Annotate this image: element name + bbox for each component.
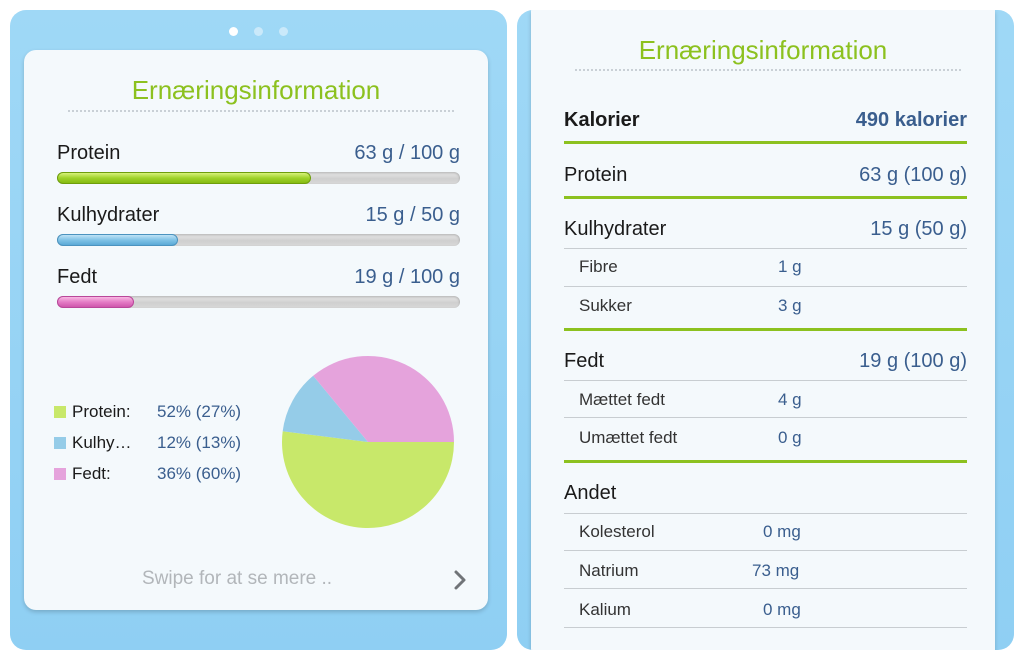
protein-progress-fill (57, 172, 311, 184)
macronutrient-pie-chart (282, 356, 454, 528)
row-divider (564, 286, 967, 287)
legend-name: Kulhy… (72, 433, 132, 452)
legend-item-protein: Protein: 52% (27%) (54, 400, 274, 424)
sugar-value: 3 g (778, 296, 802, 315)
fiber-label: Fibre (579, 257, 618, 276)
unsaturated-fat-row: Umættet fedt 0 g (564, 428, 967, 466)
carbs-progress-fill (57, 234, 178, 246)
swipe-hint: Swipe for at se mere .. (142, 568, 333, 589)
saturated-fat-label: Mættet fedt (579, 390, 665, 409)
row-divider (564, 248, 967, 249)
fat-label: Fedt (564, 350, 605, 372)
protein-label: Protein (57, 142, 121, 164)
fat-row: Fedt 19 g (100 g) (564, 350, 967, 386)
page-dot-3[interactable] (279, 27, 288, 36)
cholesterol-label: Kolesterol (579, 522, 655, 541)
sodium-value: 73 mg (752, 561, 800, 580)
carbs-label: Kulhydrater (57, 204, 160, 226)
carbs-row: Kulhydrater 15 g (50 g) (564, 218, 967, 254)
title-divider (68, 110, 454, 112)
card-title: Ernæringsinformation (131, 75, 381, 105)
carbs-value: 15 g (50 g) (870, 218, 967, 240)
section-divider (564, 328, 967, 331)
legend-percent: 36% (60%) (157, 464, 242, 483)
fiber-value: 1 g (778, 257, 802, 276)
sodium-label: Natrium (579, 561, 639, 580)
protein-value: 63 g / 100 g (354, 142, 460, 164)
fat-value: 19 g (100 g) (859, 350, 967, 372)
protein-value: 63 g (100 g) (859, 164, 967, 186)
legend-swatch-fat (54, 468, 66, 480)
calories-value: 490 kalorier (855, 109, 967, 131)
row-divider (564, 588, 967, 589)
fat-bar-row: Fedt 19 g / 100 g (57, 266, 460, 308)
sugar-label: Sukker (579, 296, 632, 315)
nutrition-detail-panel: Ernæringsinformation Kalorier 490 kalori… (517, 10, 1014, 650)
legend-swatch-carbs (54, 437, 66, 449)
legend-item-carbs: Kulhy… 12% (13%) (54, 431, 274, 455)
carbs-progress-track (57, 234, 460, 246)
cholesterol-value: 0 mg (763, 522, 801, 541)
protein-progress-track (57, 172, 460, 184)
row-divider (564, 550, 967, 551)
fiber-row: Fibre 1 g (564, 257, 967, 295)
legend-swatch-protein (54, 406, 66, 418)
unsaturated-fat-label: Umættet fedt (579, 428, 678, 447)
potassium-row: Kalium 0 mg (564, 600, 967, 638)
potassium-label: Kalium (579, 600, 631, 619)
nutrition-card[interactable]: Ernæringsinformation Protein 63 g / 100 … (24, 50, 488, 610)
page-dot-1[interactable] (229, 27, 238, 36)
page-dot-2[interactable] (254, 27, 263, 36)
row-divider (564, 627, 967, 628)
calories-row: Kalorier 490 kalorier (564, 109, 967, 145)
pie-slice-fedt (313, 356, 454, 442)
legend-name: Fedt: (72, 464, 111, 483)
nutrition-detail-sheet[interactable]: Ernæringsinformation Kalorier 490 kalori… (531, 10, 995, 650)
other-row: Andet (564, 482, 967, 518)
carbs-label: Kulhydrater (564, 218, 667, 240)
fat-progress-fill (57, 296, 134, 308)
sugar-row: Sukker 3 g (564, 296, 967, 334)
title-divider (575, 69, 961, 71)
carbs-bar-row: Kulhydrater 15 g / 50 g (57, 204, 460, 246)
other-label: Andet (564, 482, 617, 504)
detail-title: Ernæringsinformation (638, 35, 888, 65)
unsaturated-fat-value: 0 g (778, 428, 802, 447)
row-divider (564, 513, 967, 514)
legend-percent: 12% (13%) (157, 433, 242, 452)
legend-item-fat: Fedt: 36% (60%) (54, 462, 274, 486)
carbs-value: 15 g / 50 g (365, 204, 460, 226)
sodium-row: Natrium 73 mg (564, 561, 967, 599)
fat-progress-track (57, 296, 460, 308)
legend-name: Protein: (72, 402, 131, 421)
nutrition-summary-panel: Ernæringsinformation Protein 63 g / 100 … (10, 10, 507, 650)
saturated-fat-value: 4 g (778, 390, 802, 409)
protein-row: Protein 63 g (100 g) (564, 164, 967, 200)
row-divider (564, 380, 967, 381)
pie-slice-kulhydrater (282, 375, 368, 442)
protein-label: Protein (564, 164, 628, 186)
section-divider (564, 196, 967, 199)
page-indicator[interactable] (10, 27, 507, 36)
legend-percent: 52% (27%) (157, 402, 242, 421)
cholesterol-row: Kolesterol 0 mg (564, 522, 967, 560)
potassium-value: 0 mg (763, 600, 801, 619)
section-divider (564, 141, 967, 144)
section-divider (564, 460, 967, 463)
calories-label: Kalorier (564, 109, 640, 131)
protein-bar-row: Protein 63 g / 100 g (57, 142, 460, 184)
fat-value: 19 g / 100 g (354, 266, 460, 288)
fat-label: Fedt (57, 266, 98, 288)
row-divider (564, 417, 967, 418)
chevron-right-icon[interactable] (450, 568, 470, 592)
pie-slice-protein (282, 431, 454, 528)
saturated-fat-row: Mættet fedt 4 g (564, 390, 967, 428)
